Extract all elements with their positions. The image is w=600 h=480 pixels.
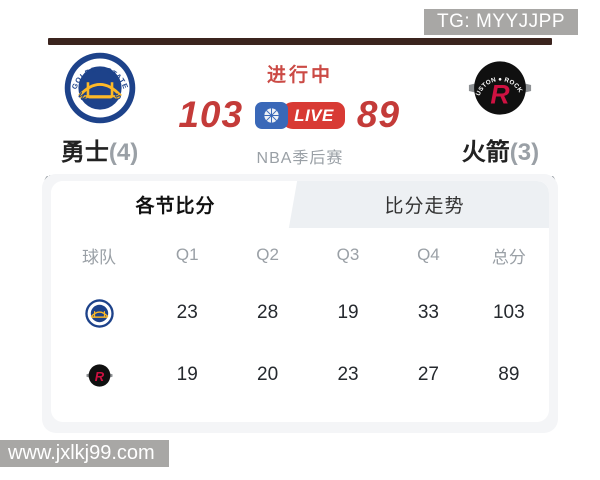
cell-total: 89 [498,364,520,385]
svg-text:R: R [94,369,104,384]
team-left-name: 勇士(4) [60,139,139,166]
watermark: www.jxlkj99.com [0,440,169,467]
match-status: 进行中 [266,65,333,86]
team-left-seed: (4) [108,139,139,166]
col-header-q4: Q4 [417,245,440,264]
tab-score-trend[interactable]: 比分走势 [300,181,549,228]
top-divider [48,38,552,45]
cell-q1: 19 [176,364,198,385]
left-score: 103 [178,94,244,135]
live-badge: LIVE [255,101,345,129]
col-header-total: 总分 [491,247,526,267]
cell-q2: 28 [257,302,279,323]
table-header-row: 球队 Q1 Q2 Q3 Q4 总分 [51,228,549,282]
col-header-team: 球队 [82,247,116,267]
tg-contact-badge: TG: MYYJJPP [424,9,578,35]
team-right-name: 火箭(3) [461,139,540,166]
team-right-rockets: HOUSTON ● ROCKETS R 火箭(3) (西部2号种子/主) [435,50,566,192]
col-header-q2: Q2 [256,245,279,264]
score-row: 103 LIVE 89 [165,94,435,135]
team-right-seed: (3) [509,139,540,166]
scoreboard: GOLDEN STATE WARRIORS 勇士(4) (西部7号种子/客) 进… [34,50,566,192]
match-center: 进行中 103 LIVE 89 NBA季后赛 [165,50,435,192]
score-panel: 各节比分 比分走势 球队 Q1 Q2 Q3 Q4 总分 [42,174,558,433]
table-row-rockets: R 19 20 23 27 89 [51,344,549,406]
warriors-logo-small-icon [51,298,147,328]
warriors-logo-icon: GOLDEN STATE WARRIORS [34,50,165,126]
tab-quarter-scores[interactable]: 各节比分 [51,181,300,228]
cell-q2: 20 [257,364,279,385]
team-left-warriors: GOLDEN STATE WARRIORS 勇士(4) (西部7号种子/客) [34,50,165,192]
col-header-q3: Q3 [336,245,360,264]
cell-q1: 23 [176,302,198,323]
live-label: LIVE [281,101,345,129]
cell-q4: 27 [417,364,439,385]
svg-text:R: R [491,80,511,110]
quarter-score-table: 球队 Q1 Q2 Q3 Q4 总分 23 28 19 [51,228,549,422]
rockets-logo-icon: HOUSTON ● ROCKETS R [435,50,566,126]
basketball-icon [255,101,289,129]
cell-q3: 23 [337,364,359,385]
tabbar: 各节比分 比分走势 [51,181,549,228]
league-label: NBA季后赛 [256,150,344,167]
col-header-q1: Q1 [175,245,199,264]
cell-q4: 33 [417,302,439,323]
table-row-warriors: 23 28 19 33 103 [51,282,549,344]
cell-q3: 19 [337,302,359,323]
rockets-logo-small-icon: R [51,360,147,391]
cell-total: 103 [492,302,525,323]
right-score: 89 [356,94,401,135]
